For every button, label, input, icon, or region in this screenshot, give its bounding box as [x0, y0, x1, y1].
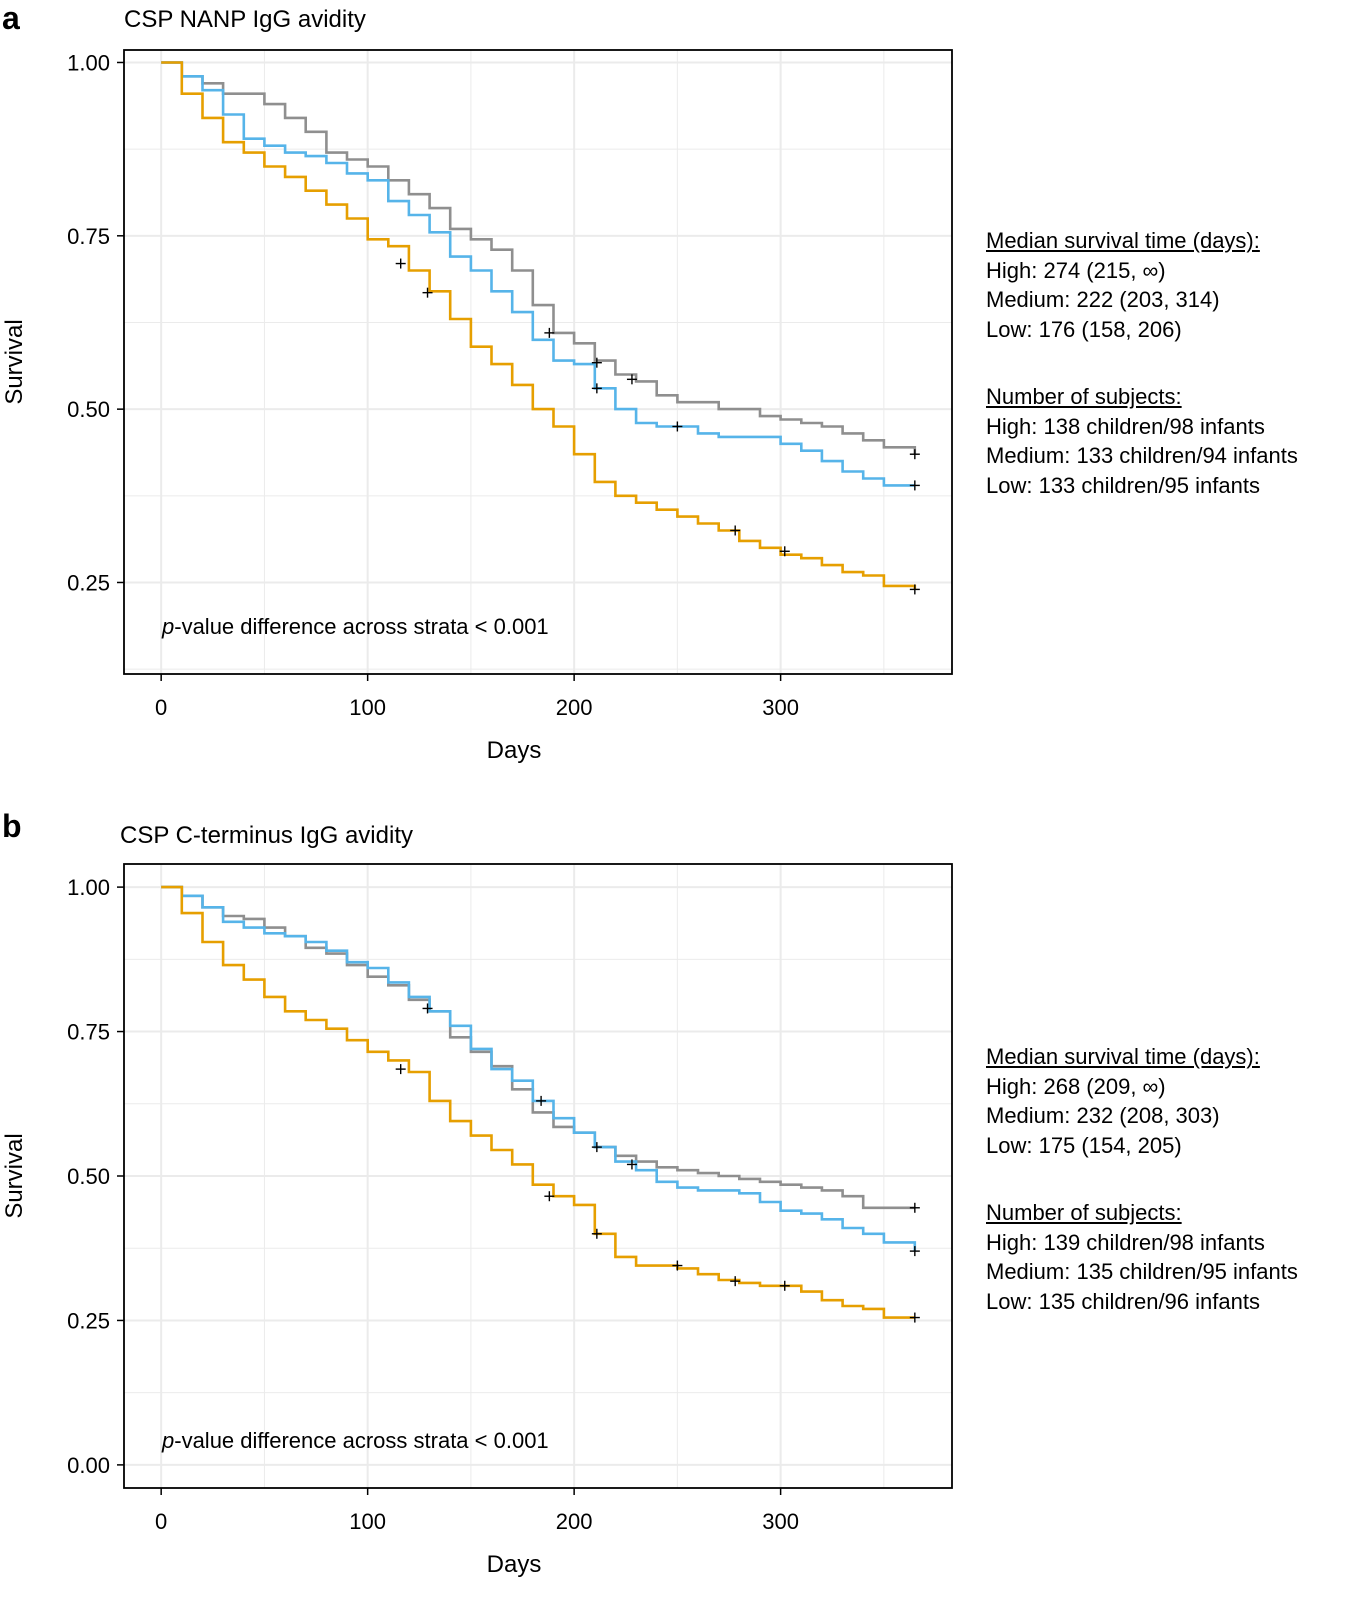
legend-a-subjects-medium: Medium: 133 children/94 infants: [986, 443, 1298, 468]
series-line-low: [161, 885, 915, 1319]
censor-mark-low: [779, 546, 790, 557]
y-tick-label: 0.25: [67, 570, 110, 595]
y-tick-label: 0.75: [67, 1020, 110, 1045]
censor-mark-medium: [536, 1095, 547, 1106]
y-tick-label: 0.50: [67, 1164, 110, 1189]
censor-mark-medium: [591, 1142, 602, 1153]
x-tick-label: 200: [556, 1509, 593, 1534]
pvalue-text: -value difference across strata < 0.001: [174, 614, 548, 639]
legend-a-median-low: Low: 176 (158, 206): [986, 316, 1182, 342]
x-tick-label: 0: [155, 695, 167, 720]
legend-a: Median survival time (days): High: 274 (…: [986, 226, 1298, 500]
series-line-high: [161, 885, 915, 1210]
y-tick-label: 0.75: [67, 224, 110, 249]
x-tick-label: 0: [155, 1509, 167, 1534]
legend-b-median-header: Median survival time (days):: [986, 1044, 1260, 1069]
legend-a-median-high: High: 274 (215, ∞): [986, 257, 1166, 283]
y-tick-label: 0.50: [67, 397, 110, 422]
series-line-medium: [161, 61, 915, 487]
legend-b-subjects-medium: Medium: 135 children/95 infants: [986, 1259, 1298, 1284]
pvalue-annotation: p-value difference across strata < 0.001: [161, 614, 549, 639]
y-tick-label: 0.25: [67, 1308, 110, 1333]
censor-mark-medium: [672, 421, 683, 432]
censor-mark-low: [422, 287, 433, 298]
legend-b-median-low: Low: 175 (154, 205): [986, 1132, 1182, 1158]
censor-mark-medium: [909, 1246, 920, 1257]
x-tick-label: 100: [349, 695, 386, 720]
legend-b-subjects-low: Low: 135 children/96 infants: [986, 1288, 1260, 1314]
panel-b-letter: b: [2, 808, 22, 844]
censor-mark-medium: [591, 383, 602, 394]
censor-mark-high: [626, 374, 637, 385]
legend-b-median-high: High: 268 (209, ∞): [986, 1073, 1166, 1099]
series-line-low: [161, 61, 917, 590]
series-line-medium: [161, 885, 917, 1252]
legend-b-subjects-high: High: 139 children/98 infants: [986, 1229, 1265, 1255]
legend-b-subjects-header: Number of subjects:: [986, 1200, 1182, 1225]
legend-a-median-medium: Medium: 222 (203, 314): [986, 287, 1220, 312]
y-tick-label: 1.00: [67, 875, 110, 900]
censor-mark-low: [544, 1191, 555, 1202]
pvalue-prefix: p: [161, 1428, 174, 1453]
censor-mark-low: [395, 1064, 406, 1075]
x-axis-title: Days: [487, 1551, 542, 1578]
y-axis-title: Survival: [1, 319, 28, 404]
x-tick-label: 300: [762, 1509, 799, 1534]
censor-mark-high: [591, 357, 602, 368]
censor-mark-low: [909, 1312, 920, 1323]
censor-mark-low: [730, 525, 741, 536]
legend-a-subjects-low: Low: 133 children/95 infants: [986, 472, 1260, 498]
legend-a-subjects-header: Number of subjects:: [986, 384, 1182, 409]
x-axis-title: Days: [487, 737, 542, 764]
censor-mark-low: [730, 1276, 741, 1287]
censor-mark-medium: [909, 480, 920, 491]
censor-mark-high: [909, 1202, 920, 1213]
censor-mark-low: [909, 584, 920, 595]
x-tick-label: 100: [349, 1509, 386, 1534]
censor-mark-medium: [626, 1159, 637, 1170]
panel-a-title: CSP NANP IgG avidity: [124, 6, 366, 33]
censor-mark-low: [779, 1280, 790, 1291]
pvalue-text: -value difference across strata < 0.001: [174, 1428, 548, 1453]
legend-b: Median survival time (days): High: 268 (…: [986, 1042, 1298, 1316]
panel-b-title: CSP C-terminus IgG avidity: [120, 822, 413, 849]
y-tick-label: 1.00: [67, 50, 110, 75]
legend-a-median-header: Median survival time (days):: [986, 228, 1260, 253]
plot-border: [123, 49, 953, 675]
censor-mark-high: [909, 449, 920, 460]
censor-mark-low: [591, 1228, 602, 1239]
x-tick-label: 200: [556, 695, 593, 720]
y-axis-title: Survival: [1, 1133, 28, 1218]
censor-mark-low: [672, 1260, 683, 1271]
y-tick-label: 0.00: [67, 1453, 110, 1478]
pvalue-prefix: p: [161, 614, 174, 639]
series-line-high: [161, 61, 917, 455]
chart-b: 0 100 200 300 0.00 0.25 0.50 0.75 1.00 Days Surviv…: [1, 863, 953, 1578]
censor-mark-low: [395, 258, 406, 269]
pvalue-annotation: p-value difference across strata < 0.001: [161, 1428, 549, 1453]
chart-a: 0 100 200 300 0.25 0.50 0.75 1.00 Days Survival p-…: [1, 49, 953, 764]
panel-a-letter: a: [2, 0, 20, 36]
censor-mark-high: [422, 1003, 433, 1014]
legend-a-subjects-high: High: 138 children/98 infants: [986, 413, 1265, 439]
censor-mark-high: [544, 327, 555, 338]
x-tick-label: 300: [762, 695, 799, 720]
legend-b-median-medium: Medium: 232 (208, 303): [986, 1103, 1220, 1128]
